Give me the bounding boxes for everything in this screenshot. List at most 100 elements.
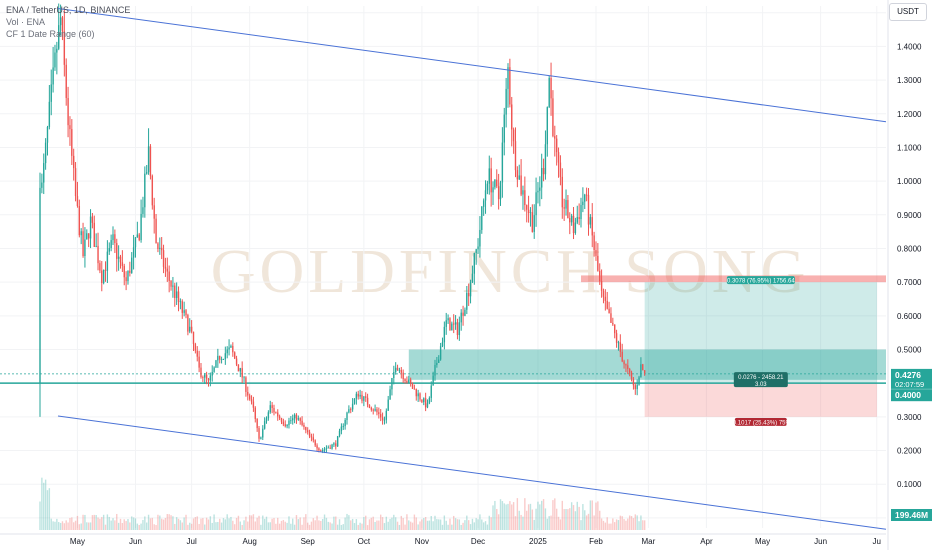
volume-bar — [196, 516, 198, 530]
volume-bar — [312, 518, 315, 530]
volume-bar — [357, 524, 359, 530]
volume-bar — [117, 522, 120, 530]
candle-up — [383, 419, 386, 421]
candle-up — [353, 398, 356, 404]
candle-down — [630, 372, 633, 379]
volume-bar — [265, 516, 268, 530]
candle-up — [183, 310, 185, 313]
price-tick: 1.2000 — [897, 110, 922, 119]
volume-bar — [350, 520, 352, 530]
volume-bar — [136, 523, 139, 530]
candle-down — [116, 243, 118, 259]
candle-up — [477, 246, 479, 250]
candle-up — [546, 107, 549, 145]
volume-bar — [436, 519, 438, 530]
volume-bar — [460, 524, 462, 530]
volume-bar — [273, 517, 275, 530]
volume-bar — [381, 517, 384, 530]
candle-up — [333, 443, 335, 445]
volume-bar — [529, 503, 532, 530]
candle-down — [550, 78, 552, 99]
volume-bar — [76, 515, 79, 530]
volume-bar — [78, 524, 81, 530]
candle-down — [101, 270, 103, 284]
candle-down — [74, 168, 77, 197]
candle-up — [54, 52, 56, 68]
candle-down — [634, 385, 636, 390]
volume-bar — [449, 518, 451, 530]
volume-bar — [378, 520, 380, 530]
volume-bar — [353, 523, 356, 530]
candle-down — [99, 263, 101, 271]
volume-bar — [404, 524, 406, 530]
volume-bar — [250, 515, 253, 530]
candle-down — [61, 17, 64, 32]
volume-bar — [87, 522, 90, 530]
candle-down — [190, 326, 193, 332]
volume-bar — [507, 503, 509, 530]
profit-target-zone — [644, 282, 877, 384]
volume-bar — [623, 519, 625, 530]
volume-bar — [209, 516, 212, 530]
candle-down — [595, 249, 597, 256]
candle-up — [172, 285, 174, 287]
volume-bar — [447, 524, 449, 530]
volume-value-label-bg — [891, 509, 932, 521]
trend-channel[interactable] — [57, 7, 887, 530]
candle-down — [277, 412, 279, 417]
time-tick: 2025 — [529, 537, 547, 546]
volume-bar — [398, 524, 401, 530]
volume-bar — [215, 522, 217, 530]
volume-bar — [219, 518, 221, 530]
candle-up — [426, 403, 429, 408]
candle-down — [219, 355, 221, 360]
volume-bar — [82, 514, 84, 530]
volume-bar — [643, 520, 646, 530]
candle-down — [555, 138, 558, 153]
candle-up — [439, 346, 442, 360]
price-tick: 1.3000 — [897, 76, 922, 85]
candle-down — [237, 364, 240, 372]
candle-down — [303, 424, 305, 427]
volume-bar — [284, 521, 286, 530]
volume-bar — [260, 524, 262, 530]
time-tick: Apr — [700, 537, 713, 546]
time-tick: Oct — [358, 537, 371, 546]
candle-up — [346, 412, 348, 421]
volume-bar — [363, 517, 365, 530]
volume-bar — [290, 523, 292, 530]
volume-bar — [325, 517, 328, 530]
currency-button[interactable]: USDT — [889, 3, 927, 21]
price-tick: 0.1000 — [897, 480, 922, 489]
candle-up — [503, 114, 505, 143]
candle-up — [159, 247, 161, 249]
candle-down — [520, 175, 522, 195]
volume-bar — [202, 518, 204, 530]
price-tick: 0.5000 — [897, 346, 922, 355]
candle-down — [278, 416, 281, 419]
range-indicator-label[interactable]: CF 1 Date Range (60) — [6, 29, 95, 39]
time-axis[interactable]: May Jun Jul Aug Sep Oct Nov Dec 2025 Feb Mar Apr May… — [70, 537, 881, 546]
candle-down — [87, 233, 90, 239]
candle-down — [185, 310, 187, 316]
candle-down — [258, 428, 260, 439]
volume-indicator-label[interactable]: Vol · ENA — [6, 17, 46, 27]
candle-up — [41, 182, 43, 188]
volume-bar — [426, 520, 429, 530]
volume-bar — [597, 501, 599, 530]
volume-bar — [321, 519, 324, 530]
candle-down — [554, 136, 556, 139]
candle-down — [396, 367, 399, 371]
candle-up — [492, 187, 494, 193]
candle-down — [591, 217, 593, 236]
volume-bar — [84, 514, 86, 530]
volume-bar — [336, 524, 339, 530]
volume-bar — [576, 501, 578, 530]
candle-up — [539, 187, 541, 191]
symbol-title[interactable]: ENA / TetherUS, 1D, BINANCE — [6, 5, 131, 15]
volume-bar — [606, 517, 608, 530]
volume-bar — [351, 518, 354, 530]
candle-up — [582, 201, 584, 206]
